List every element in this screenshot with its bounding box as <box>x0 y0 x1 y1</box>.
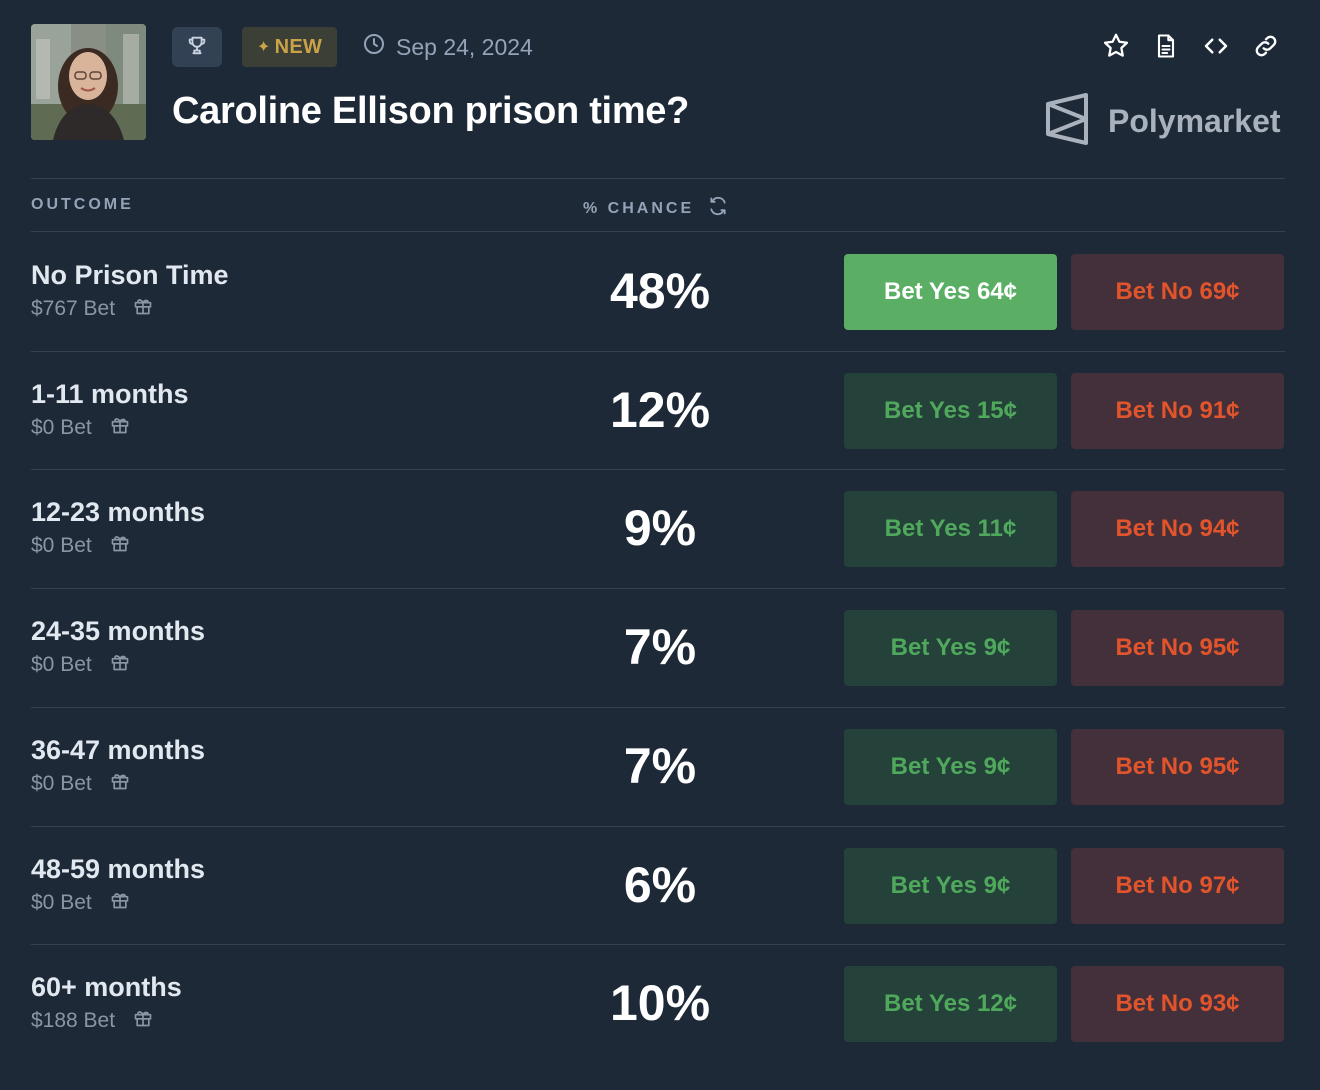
brand-name: Polymarket <box>1108 102 1281 139</box>
bet-no-button[interactable]: Bet No 95¢ <box>1071 728 1284 805</box>
outcome-bet-amount: $0 Bet <box>31 534 92 558</box>
market-date: Sep 24, 2024 <box>362 27 533 67</box>
bet-yes-button[interactable]: Bet Yes 12¢ <box>844 966 1057 1043</box>
clock-icon <box>362 32 386 62</box>
bet-yes-button[interactable]: Bet Yes 9¢ <box>844 847 1057 924</box>
outcome-chance: 12% <box>609 381 711 438</box>
column-header-chance-label: % CHANCE <box>583 199 695 217</box>
outcome-chance: 48% <box>609 263 711 319</box>
column-header-chance: % CHANCE <box>583 196 728 221</box>
outcome-volume: $0 Bet <box>31 415 130 441</box>
divider <box>31 178 1285 179</box>
gift-icon[interactable] <box>110 890 130 916</box>
gift-icon[interactable] <box>110 652 130 678</box>
bet-no-button[interactable]: Bet No 95¢ <box>1071 610 1284 687</box>
gift-icon[interactable] <box>133 1008 153 1034</box>
date-label: Sep 24, 2024 <box>396 33 533 60</box>
bet-yes-button[interactable]: Bet Yes 64¢ <box>844 254 1057 330</box>
outcome-bet-amount: $0 Bet <box>31 771 92 795</box>
row-divider <box>31 588 1285 590</box>
outcome-row: No Prison Time $767 Bet 48% Bet Yes 64¢ … <box>0 232 1320 350</box>
market-avatar <box>31 24 146 140</box>
outcome-bet-amount: $188 Bet <box>31 1009 116 1033</box>
outcome-name: 12-23 months <box>31 497 206 528</box>
row-divider <box>31 469 1285 471</box>
outcome-name: No Prison Time <box>31 260 229 290</box>
polymarket-logo-icon <box>1044 92 1090 151</box>
row-divider <box>31 944 1285 946</box>
gift-icon[interactable] <box>133 296 153 322</box>
outcome-name: 24-35 months <box>31 616 206 647</box>
bet-no-button[interactable]: Bet No 91¢ <box>1071 372 1284 449</box>
polymarket-brand: Polymarket <box>1044 92 1281 151</box>
header-actions <box>1096 26 1286 66</box>
outcome-chance: 7% <box>623 737 697 794</box>
bet-yes-button[interactable]: Bet Yes 9¢ <box>844 610 1057 687</box>
outcome-name: 60+ months <box>31 972 182 1003</box>
outcome-volume: $0 Bet <box>31 533 130 559</box>
outcome-row: 12-23 months $0 Bet 9% Bet Yes 11¢ Bet N… <box>0 469 1320 587</box>
row-divider <box>31 825 1285 827</box>
outcome-chance: 7% <box>623 619 697 676</box>
sparkle-icon: ✦ <box>256 39 271 56</box>
outcome-row: 36-47 months $0 Bet 7% Bet Yes 9¢ Bet No… <box>0 707 1320 825</box>
refresh-icon[interactable] <box>708 196 728 221</box>
outcome-bet-amount: $0 Bet <box>31 415 92 439</box>
outcome-volume: $0 Bet <box>31 890 130 916</box>
gift-icon[interactable] <box>110 771 130 797</box>
bet-yes-button[interactable]: Bet Yes 15¢ <box>844 372 1057 449</box>
new-badge-label: NEW <box>274 35 323 58</box>
outcome-name: 36-47 months <box>31 734 206 765</box>
bet-no-button[interactable]: Bet No 69¢ <box>1071 254 1284 330</box>
trophy-button[interactable] <box>172 27 222 67</box>
row-divider <box>31 706 1285 708</box>
outcome-name: 1-11 months <box>31 378 189 409</box>
outcome-bet-amount: $767 Bet <box>31 297 116 320</box>
gift-icon[interactable] <box>110 533 130 559</box>
outcome-row: 48-59 months $0 Bet 6% Bet Yes 9¢ Bet No… <box>0 826 1320 944</box>
outcome-name: 48-59 months <box>31 853 206 884</box>
outcome-volume: $0 Bet <box>31 652 130 678</box>
bet-yes-button[interactable]: Bet Yes 11¢ <box>844 491 1057 568</box>
gift-icon[interactable] <box>110 415 130 441</box>
trophy-icon <box>186 34 208 61</box>
link-icon[interactable] <box>1246 26 1286 66</box>
outcome-row: 1-11 months $0 Bet 12% Bet Yes 15¢ Bet N… <box>0 351 1320 469</box>
outcome-bet-amount: $0 Bet <box>31 890 92 914</box>
star-icon[interactable] <box>1096 26 1136 66</box>
outcome-chance: 6% <box>623 856 697 913</box>
bet-no-button[interactable]: Bet No 94¢ <box>1071 491 1284 568</box>
outcome-bet-amount: $0 Bet <box>31 653 92 677</box>
outcome-volume: $767 Bet <box>31 296 153 322</box>
bet-yes-button[interactable]: Bet Yes 9¢ <box>844 728 1057 805</box>
new-badge: ✦ NEW <box>242 27 337 67</box>
row-divider <box>31 350 1285 352</box>
outcome-volume: $188 Bet <box>31 1008 153 1034</box>
outcome-chance: 9% <box>623 500 697 557</box>
outcome-volume: $0 Bet <box>31 771 130 797</box>
column-header-outcome: OUTCOME <box>31 196 134 213</box>
bet-no-button[interactable]: Bet No 97¢ <box>1071 847 1284 924</box>
outcome-row: 60+ months $188 Bet 10% Bet Yes 12¢ Bet … <box>0 944 1320 1062</box>
bet-no-button[interactable]: Bet No 93¢ <box>1071 966 1284 1043</box>
outcome-chance: 10% <box>609 975 711 1032</box>
document-icon[interactable] <box>1146 26 1186 66</box>
code-icon[interactable] <box>1196 26 1236 66</box>
page-title: Caroline Ellison prison time? <box>172 90 690 132</box>
outcome-row: 24-35 months $0 Bet 7% Bet Yes 9¢ Bet No… <box>0 588 1320 706</box>
divider <box>31 231 1285 232</box>
